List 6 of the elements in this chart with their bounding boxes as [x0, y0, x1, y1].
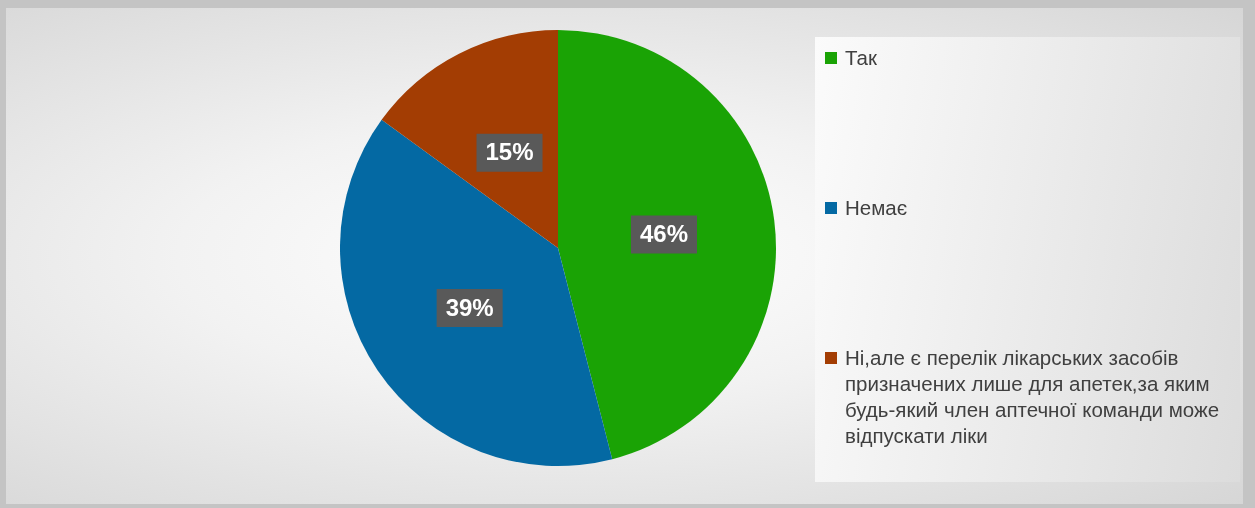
data-label: 15%: [485, 138, 534, 166]
data-label: 39%: [445, 293, 494, 321]
legend-label: Ні,але є перелік лікарських засобів призначених лише для апетек,за яким будь-який член аптечної команди може відпускати ліки: [845, 346, 1220, 447]
legend-label: Немає: [845, 196, 908, 219]
legend-label: Так: [845, 46, 877, 69]
data-label: 46%: [639, 220, 688, 248]
